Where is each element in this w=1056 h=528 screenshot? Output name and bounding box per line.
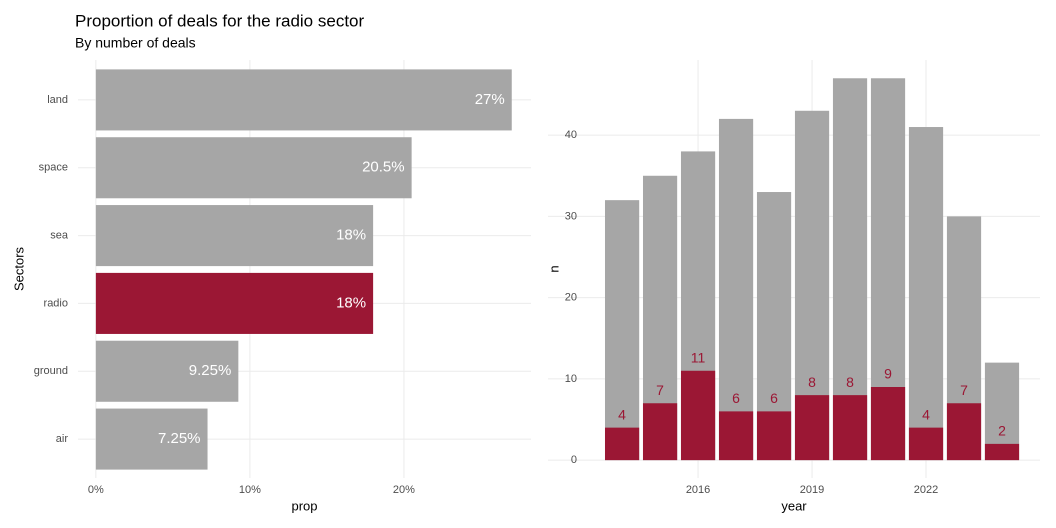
value-label: 7: [656, 382, 664, 398]
x-tick-label: 2016: [686, 484, 710, 496]
value-label: 18%: [336, 227, 366, 244]
x-tick-label: 2022: [914, 484, 938, 496]
y-tick-label: 40: [565, 129, 577, 141]
y-tick-label: space: [39, 162, 68, 174]
bar: [95, 69, 512, 131]
x-axis-title: year: [781, 498, 807, 513]
value-label: 7: [960, 382, 968, 398]
bar: [718, 118, 754, 461]
y-tick-label: 10: [565, 373, 577, 385]
bar: [95, 408, 208, 470]
y-axis-title: n: [546, 265, 561, 272]
bar: [95, 340, 239, 402]
value-label: 6: [732, 390, 740, 406]
value-label: 9.25%: [189, 362, 232, 379]
value-label: 8: [846, 374, 854, 390]
value-label: 18%: [336, 294, 366, 311]
chart-title: Proportion of deals for the radio sector: [75, 11, 364, 30]
y-tick-label: 0: [571, 454, 577, 466]
y-tick-label: 30: [565, 210, 577, 222]
x-tick-label: 10%: [239, 484, 261, 496]
bar: [756, 411, 792, 461]
y-tick-label: radio: [44, 297, 68, 309]
y-tick-label: ground: [34, 365, 68, 377]
bar: [642, 403, 678, 461]
x-axis-title: prop: [291, 498, 317, 513]
value-label: 11: [691, 349, 706, 365]
y-tick-label: sea: [50, 229, 69, 241]
y-tick-label: air: [56, 433, 69, 445]
chart-subtitle: By number of deals: [75, 35, 196, 51]
bar: [95, 137, 412, 199]
value-label: 2: [998, 423, 1006, 439]
bar: [718, 411, 754, 461]
bar: [908, 127, 944, 461]
bar: [95, 272, 374, 334]
x-tick-label: 0%: [88, 484, 104, 496]
bar: [984, 443, 1020, 461]
value-label: 9: [884, 366, 892, 382]
x-tick-label: 20%: [393, 484, 415, 496]
x-tick-label: 2019: [800, 484, 824, 496]
bar: [832, 395, 868, 461]
y-tick-label: 20: [565, 292, 577, 304]
value-label: 8: [808, 374, 816, 390]
y-axis-title: Sectors: [11, 246, 26, 291]
value-label: 7.25%: [158, 430, 201, 447]
value-label: 4: [618, 406, 626, 422]
value-label: 20.5%: [362, 159, 405, 176]
bar: [604, 200, 640, 461]
bar: [794, 395, 830, 461]
bar: [95, 205, 374, 267]
value-label: 4: [922, 406, 930, 422]
bar: [604, 427, 640, 461]
bar: [870, 387, 906, 461]
bar: [946, 403, 982, 461]
y-tick-label: land: [47, 94, 68, 106]
bar: [680, 370, 716, 461]
value-label: 6: [770, 390, 778, 406]
value-label: 27%: [475, 91, 505, 108]
bar: [908, 427, 944, 461]
